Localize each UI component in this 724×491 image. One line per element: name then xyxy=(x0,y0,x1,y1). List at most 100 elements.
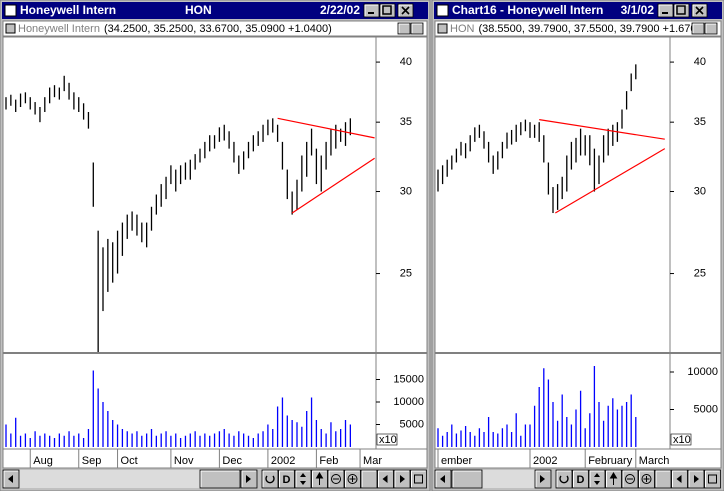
glyph xyxy=(300,473,306,485)
x-tick-label: Feb xyxy=(319,455,338,467)
pane-header xyxy=(2,20,428,37)
glyph xyxy=(400,475,405,483)
glyph xyxy=(382,5,392,15)
pane-close-button[interactable] xyxy=(410,22,424,35)
y-tick-label: 10000 xyxy=(393,396,424,408)
toolbar-button[interactable] xyxy=(261,469,279,489)
y-tick-label: 30 xyxy=(694,185,706,197)
toolbar-button[interactable] xyxy=(572,469,589,489)
glyph xyxy=(609,472,618,485)
trendline xyxy=(291,157,375,214)
pane-icon xyxy=(5,23,16,34)
glyph xyxy=(414,474,423,484)
scroll-thumb[interactable] xyxy=(451,469,483,489)
y-tick-label: 35 xyxy=(694,116,706,128)
toolbar-button[interactable] xyxy=(410,469,427,489)
toolbar-button[interactable] xyxy=(555,469,573,489)
toolbar-button[interactable] xyxy=(360,469,378,489)
y-tick-label: 40 xyxy=(400,56,412,68)
window-title: Honeywell Intern xyxy=(20,3,116,17)
quote: (34.2500, 35.2500, 33.6700, 35.0900 +1.0… xyxy=(104,23,332,35)
y-tick-label: 30 xyxy=(400,185,412,197)
quote: (38.5500, 39.7900, 37.5500, 39.7900 +1.6… xyxy=(478,23,696,35)
glyph xyxy=(540,475,545,483)
pane-close-button[interactable] xyxy=(704,22,718,35)
unit-label: x10 xyxy=(379,434,397,446)
chart-area xyxy=(434,36,722,469)
x-tick-label: Dec xyxy=(222,455,242,467)
x-tick-label: Aug xyxy=(33,455,53,467)
pane-title: Honeywell Intern xyxy=(18,23,100,35)
pane-restore-button[interactable] xyxy=(691,22,705,35)
glyph xyxy=(8,475,13,483)
window-icon xyxy=(436,4,449,17)
toolbar-label: D xyxy=(577,474,585,486)
glyph xyxy=(676,5,686,15)
y-tick-label: 10000 xyxy=(687,366,718,378)
x-tick-label: March xyxy=(639,455,670,467)
y-tick-label: 25 xyxy=(400,267,412,279)
glyph xyxy=(331,474,341,484)
chart-area xyxy=(2,36,428,469)
glyph xyxy=(315,472,324,485)
glyph xyxy=(643,476,650,482)
window-symbol: HON xyxy=(185,3,212,17)
glyph xyxy=(382,475,388,483)
glyph xyxy=(694,475,699,483)
window-date: 3/1/02 xyxy=(621,3,655,17)
minimize-button[interactable] xyxy=(657,3,674,18)
toolbar-button[interactable] xyxy=(654,469,672,489)
window-icon xyxy=(4,4,17,17)
x-tick-label: Oct xyxy=(121,455,138,467)
glyph xyxy=(708,474,717,484)
unit-box xyxy=(376,433,398,446)
glyph xyxy=(246,475,251,483)
y-tick-label: 15000 xyxy=(393,373,424,385)
trendline xyxy=(277,117,375,139)
toolbar-button[interactable] xyxy=(704,469,721,489)
glyph xyxy=(594,473,600,485)
glyph xyxy=(349,476,356,482)
pane-icon xyxy=(437,23,448,34)
y-tick-label: 35 xyxy=(400,116,412,128)
toolbar-button[interactable] xyxy=(588,469,606,489)
unit-box xyxy=(670,433,692,446)
x-tick-label: Mar xyxy=(363,455,382,467)
trendline xyxy=(539,119,665,140)
glyph xyxy=(559,475,569,484)
pane-title: HON xyxy=(450,23,475,35)
glyph xyxy=(625,474,635,484)
x-tick-label: Sep xyxy=(82,455,102,467)
y-tick-label: 40 xyxy=(694,56,706,68)
x-tick-label: 2002 xyxy=(271,455,295,467)
glyph xyxy=(401,6,410,15)
trendline xyxy=(554,148,666,214)
x-tick-label: February xyxy=(588,455,633,467)
glyph xyxy=(676,475,682,483)
title-bar xyxy=(434,2,722,19)
toolbar-label: D xyxy=(283,474,291,486)
scroll-track[interactable] xyxy=(3,470,257,488)
y-tick-label: 25 xyxy=(694,267,706,279)
x-tick-label: Nov xyxy=(174,455,194,467)
glyph xyxy=(695,6,704,15)
glyph xyxy=(440,475,445,483)
glyph xyxy=(265,475,275,484)
glyph xyxy=(641,474,652,484)
pane-restore-button[interactable] xyxy=(397,22,411,35)
pane-header xyxy=(434,20,722,37)
x-tick-label: 2002 xyxy=(533,455,557,467)
unit-label: x10 xyxy=(673,434,691,446)
glyph xyxy=(347,474,358,484)
window-date: 2/22/02 xyxy=(320,3,360,17)
toolbar-button[interactable] xyxy=(294,469,312,489)
y-tick-label: 5000 xyxy=(694,403,718,415)
title-bar xyxy=(2,2,428,19)
window-title: Chart16 - Honeywell Intern xyxy=(452,3,603,17)
scroll-thumb[interactable] xyxy=(199,469,241,489)
toolbar-button[interactable] xyxy=(278,469,295,489)
minimize-button[interactable] xyxy=(363,3,380,18)
y-tick-label: 5000 xyxy=(400,418,424,430)
